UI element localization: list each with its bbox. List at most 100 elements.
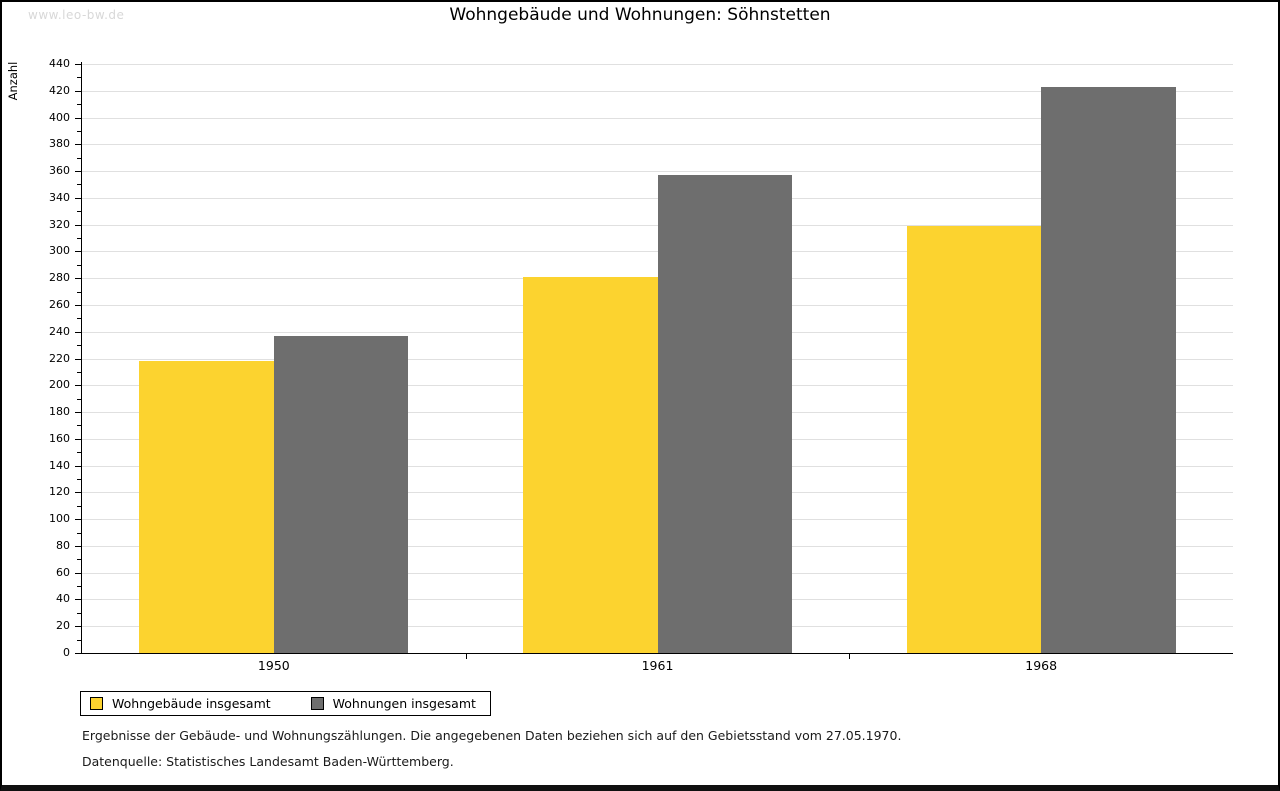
y-tick-label: 180 xyxy=(49,405,70,419)
y-tick-label: 20 xyxy=(56,619,70,633)
y-tick-label: 40 xyxy=(56,592,70,606)
y-tick-label: 140 xyxy=(49,458,70,472)
y-tick-label: 80 xyxy=(56,538,70,552)
legend: Wohngebäude insgesamt Wohnungen insgesamt xyxy=(80,691,491,716)
y-major-tick xyxy=(75,572,81,574)
bar-wohnungen-1950 xyxy=(273,335,409,653)
y-tick-label: 60 xyxy=(56,565,70,579)
y-minor-tick xyxy=(77,318,81,320)
y-major-tick xyxy=(75,492,81,494)
y-minor-tick xyxy=(77,425,81,427)
y-tick-label: 260 xyxy=(49,297,70,311)
y-minor-tick xyxy=(77,211,81,213)
y-axis-label: Anzahl xyxy=(6,61,20,101)
y-minor-tick xyxy=(77,184,81,186)
legend-label: Wohngebäude insgesamt xyxy=(112,696,271,711)
y-tick-label: 440 xyxy=(49,57,70,70)
y-major-tick xyxy=(75,171,81,173)
y-minor-tick xyxy=(77,478,81,480)
bar-wohngebaeude-1950 xyxy=(139,361,274,653)
y-major-tick xyxy=(75,412,81,414)
y-major-tick xyxy=(75,358,81,360)
y-tick-label: 120 xyxy=(49,485,70,499)
y-minor-tick xyxy=(77,612,81,614)
y-tick-label: 240 xyxy=(49,324,70,338)
y-tick-label: 380 xyxy=(49,137,70,151)
x-tick-label: 1968 xyxy=(1025,658,1058,673)
y-minor-tick xyxy=(77,398,81,400)
y-minor-tick xyxy=(77,157,81,159)
y-major-tick xyxy=(75,304,81,306)
chart-title: Wohngebäude und Wohnungen: Söhnstetten xyxy=(449,5,831,25)
y-major-tick xyxy=(75,64,81,65)
x-tick-label: 1961 xyxy=(641,658,674,673)
gridline xyxy=(82,171,1233,173)
legend-item: Wohnungen insgesamt xyxy=(310,696,476,711)
y-tick-label: 340 xyxy=(49,190,70,204)
watermark-text: www.leo-bw.de xyxy=(28,8,125,22)
gridline xyxy=(82,64,1233,65)
bar-wohngebaeude-1968 xyxy=(906,225,1042,653)
y-minor-tick xyxy=(77,559,81,561)
legend-label: Wohnungen insgesamt xyxy=(332,696,476,711)
y-major-tick xyxy=(75,385,81,387)
y-minor-tick xyxy=(77,639,81,641)
y-minor-tick xyxy=(77,77,81,79)
y-minor-tick xyxy=(77,104,81,106)
legend-swatch-gray-icon xyxy=(310,697,324,710)
gridline xyxy=(82,117,1233,119)
y-major-tick xyxy=(75,251,81,253)
y-major-tick xyxy=(75,519,81,521)
footnote-line1: Ergebnisse der Gebäude- und Wohnungszähl… xyxy=(82,728,902,743)
y-minor-tick xyxy=(77,532,81,534)
y-major-tick xyxy=(75,465,81,467)
y-major-tick xyxy=(75,144,81,146)
gridline xyxy=(82,144,1233,146)
legend-item: Wohngebäude insgesamt xyxy=(90,696,271,711)
y-major-tick xyxy=(75,545,81,547)
gridline xyxy=(82,90,1233,92)
y-minor-tick xyxy=(77,238,81,240)
y-minor-tick xyxy=(77,264,81,266)
x-axis-line xyxy=(81,653,1233,654)
y-major-tick xyxy=(75,278,81,280)
y-major-tick xyxy=(75,626,81,628)
y-tick-label: 220 xyxy=(49,351,70,365)
y-tick-label: 320 xyxy=(49,217,70,231)
y-major-tick xyxy=(75,117,81,119)
y-tick-label: 280 xyxy=(49,271,70,285)
bar-wohnungen-1968 xyxy=(1041,86,1176,653)
y-minor-tick xyxy=(77,345,81,347)
y-tick-label: 300 xyxy=(49,244,70,258)
y-tick-label: 360 xyxy=(49,164,70,178)
y-minor-tick xyxy=(77,452,81,454)
x-boundary-tick xyxy=(465,653,467,659)
y-major-tick xyxy=(75,331,81,333)
y-tick-label: 160 xyxy=(49,431,70,445)
y-tick-label: 200 xyxy=(49,378,70,392)
y-axis-line xyxy=(81,62,82,653)
y-major-tick xyxy=(75,653,81,654)
y-major-tick xyxy=(75,197,81,199)
legend-swatch-yellow-icon xyxy=(90,697,103,710)
y-major-tick xyxy=(75,90,81,92)
plot-area: 0 20 40 60 80 100 120 140 160 180 200 220 240 260 280 3… xyxy=(49,58,1233,673)
y-minor-tick xyxy=(77,371,81,373)
x-boundary-tick xyxy=(849,653,851,659)
y-major-tick xyxy=(75,438,81,440)
y-major-tick xyxy=(75,224,81,226)
x-tick-label: 1950 xyxy=(257,658,290,673)
y-minor-tick xyxy=(77,505,81,507)
y-minor-tick xyxy=(77,130,81,132)
bar-wohnungen-1961 xyxy=(657,175,792,653)
y-minor-tick xyxy=(77,291,81,293)
y-tick-label: 0 xyxy=(63,646,70,659)
y-major-tick xyxy=(75,599,81,601)
y-tick-label: 100 xyxy=(49,512,70,526)
bar-wohngebaeude-1961 xyxy=(523,276,658,653)
footnote-line2: Datenquelle: Statistisches Landesamt Bad… xyxy=(82,754,454,769)
y-tick-label: 420 xyxy=(49,83,70,97)
y-minor-tick xyxy=(77,586,81,588)
y-tick-label: 400 xyxy=(49,110,70,124)
